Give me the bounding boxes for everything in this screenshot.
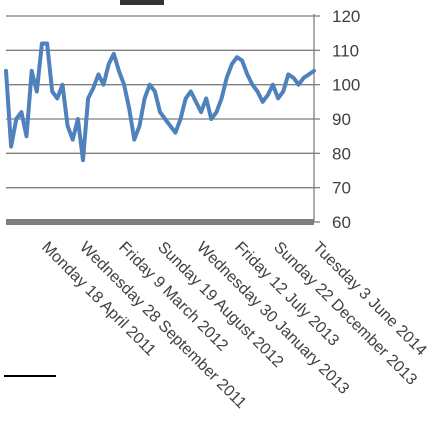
y-tick-label: 70	[332, 179, 351, 198]
y-axis: 60 70 80 90 100 110 120	[313, 7, 360, 232]
y-tick-label: 90	[332, 110, 351, 129]
plot-area	[4, 41, 316, 163]
series-line	[4, 41, 316, 163]
y-tick-label: 100	[332, 76, 360, 95]
y-tick-label: 60	[332, 213, 351, 232]
title-fragment	[120, 0, 164, 5]
chart-title-fragment	[120, 0, 164, 5]
y-tick-label: 120	[332, 7, 360, 26]
baseline-axis	[6, 219, 314, 225]
gridlines	[6, 15, 314, 225]
y-tick-label: 110	[332, 41, 359, 60]
x-tick-label: Sunday 22 December 2013	[270, 239, 420, 389]
y-tick-label: 80	[332, 144, 351, 163]
